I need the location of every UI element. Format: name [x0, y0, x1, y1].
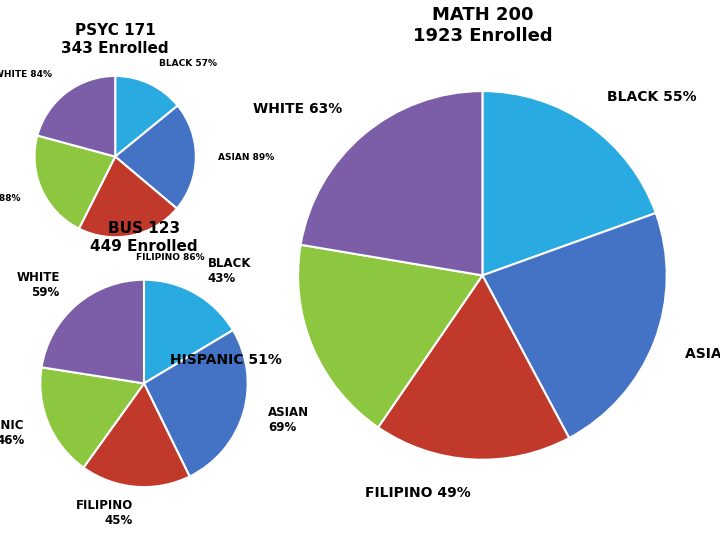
Title: BUS 123
449 Enrolled: BUS 123 449 Enrolled	[90, 221, 198, 254]
Text: FILIPINO 49%: FILIPINO 49%	[364, 485, 470, 500]
Wedge shape	[115, 106, 196, 208]
Text: ASIAN 64%: ASIAN 64%	[685, 347, 720, 361]
Wedge shape	[144, 280, 233, 383]
Text: HISPANIC 51%: HISPANIC 51%	[171, 353, 282, 367]
Text: WHITE 63%: WHITE 63%	[253, 102, 342, 116]
Wedge shape	[301, 91, 482, 275]
Wedge shape	[298, 245, 482, 427]
Wedge shape	[42, 280, 144, 383]
Wedge shape	[40, 367, 144, 468]
Text: HISPANIC
46%: HISPANIC 46%	[0, 420, 24, 447]
Wedge shape	[378, 275, 570, 460]
Wedge shape	[482, 91, 656, 275]
Wedge shape	[35, 136, 115, 228]
Text: BLACK 55%: BLACK 55%	[608, 91, 697, 104]
Text: BLACK
43%: BLACK 43%	[208, 256, 251, 285]
Title: MATH 200
1923 Enrolled: MATH 200 1923 Enrolled	[413, 6, 552, 45]
Text: ASIAN
69%: ASIAN 69%	[269, 406, 310, 434]
Wedge shape	[79, 157, 177, 237]
Text: FILIPINO 86%: FILIPINO 86%	[136, 253, 204, 262]
Wedge shape	[37, 76, 115, 157]
Wedge shape	[482, 213, 667, 438]
Wedge shape	[144, 330, 248, 476]
Text: FILIPINO
45%: FILIPINO 45%	[76, 498, 133, 526]
Text: BLACK 57%: BLACK 57%	[159, 59, 217, 68]
Text: WHITE
59%: WHITE 59%	[17, 271, 60, 299]
Wedge shape	[115, 76, 178, 157]
Text: HISPANIC 88%: HISPANIC 88%	[0, 194, 21, 203]
Text: WHITE 84%: WHITE 84%	[0, 70, 53, 79]
Text: ASIAN 89%: ASIAN 89%	[218, 153, 274, 162]
Wedge shape	[84, 383, 189, 487]
Title: PSYC 171
343 Enrolled: PSYC 171 343 Enrolled	[61, 23, 169, 56]
